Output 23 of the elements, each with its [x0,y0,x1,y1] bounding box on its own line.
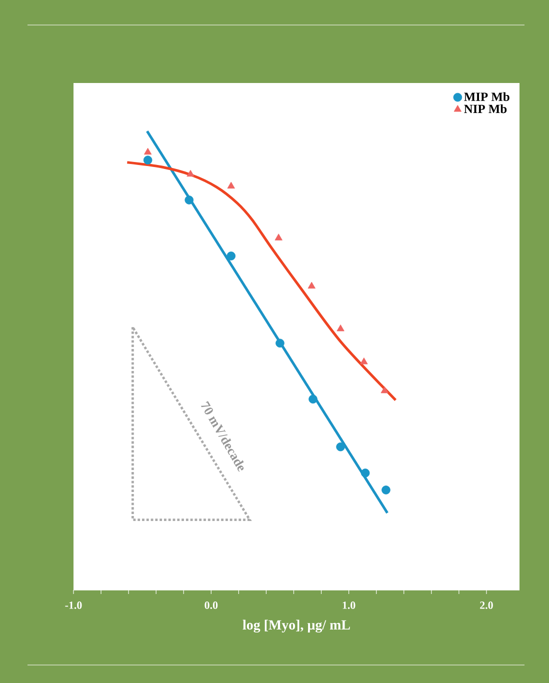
x-tick-label: 0.0 [204,602,218,609]
point [275,338,284,348]
point [184,196,194,204]
point [380,386,388,394]
point [144,148,152,155]
point [336,442,345,452]
x-tick-label: 2.0 [480,602,493,609]
point [186,170,194,177]
x-tick-label: 1.0 [342,602,355,609]
point [308,282,316,289]
point [274,234,282,240]
x-axis-title: log [Myo], µg/ mL [242,620,350,633]
point [226,252,236,260]
point [143,156,152,164]
point [360,358,368,364]
x-tick-label: -1.0 [64,602,82,609]
point [360,468,370,478]
legend-label: MIP Mb [464,92,510,102]
point [381,486,390,494]
point [308,394,318,404]
point [336,324,344,332]
legend-label: NIP Mb [464,104,506,114]
point [227,182,235,189]
